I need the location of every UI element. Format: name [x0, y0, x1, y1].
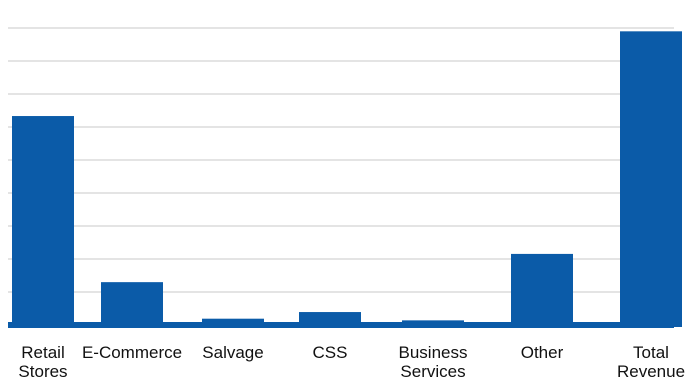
category-label-0-line-1: Stores [18, 362, 67, 380]
gridlines [8, 27, 674, 293]
category-label-6-line-1: Revenue [617, 362, 685, 380]
category-label-6: Total Revenue [617, 343, 685, 380]
bar-2 [202, 318, 264, 327]
bar-1 [101, 282, 163, 327]
category-label-5-line-0: Other [521, 343, 564, 362]
category-label-4: Business Services [399, 343, 468, 380]
category-label-2: Salvage [202, 343, 263, 362]
category-label-4-line-0: Business [399, 343, 468, 362]
bar-3 [299, 312, 361, 327]
category-label-1: E-Commerce [82, 343, 182, 362]
category-label-2-line-0: Salvage [202, 343, 263, 362]
category-label-3: CSS [313, 343, 348, 362]
category-label-0: Retail Stores [18, 343, 67, 380]
bar-5 [511, 253, 573, 327]
category-label-1-line-0: E-Commerce [82, 343, 182, 362]
category-label-3-line-0: CSS [313, 343, 348, 362]
bar-6 [620, 31, 682, 327]
category-label-5: Other [521, 343, 564, 362]
category-labels: Retail Stores E-Commerce Salvage CSS Business… [18, 343, 685, 380]
category-label-4-line-1: Services [400, 362, 465, 380]
bar-4 [402, 320, 464, 327]
bar-0 [12, 116, 74, 328]
category-label-0-line-0: Retail [21, 343, 64, 362]
category-label-6-line-0: Total [633, 343, 669, 362]
bars [12, 31, 682, 328]
